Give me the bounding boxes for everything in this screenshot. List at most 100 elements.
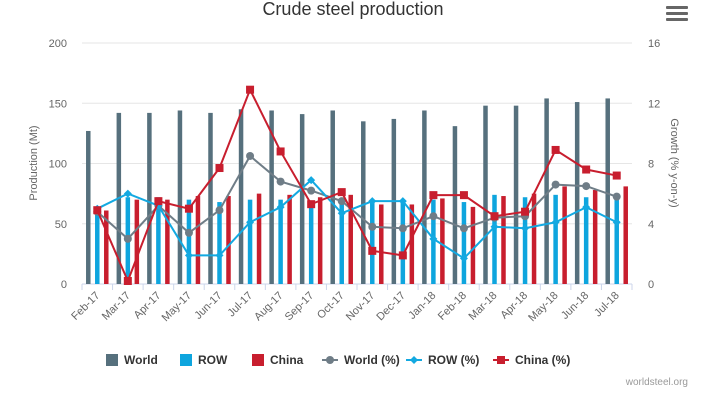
bar-row (339, 199, 344, 284)
legend-swatch (106, 354, 118, 366)
point-china (276, 147, 285, 156)
point-world (246, 151, 255, 160)
legend: World ROW China World (%) ROW (%) China (%) (106, 353, 570, 367)
legend-swatch (252, 354, 264, 366)
point-row (184, 251, 193, 260)
legend-swatch (180, 354, 192, 366)
legend-item[interactable]: China (%) (493, 353, 570, 367)
bar-china (531, 193, 537, 284)
bar-row (400, 199, 406, 284)
bar-china (195, 196, 201, 284)
bar-world (299, 114, 305, 284)
point-china (582, 165, 591, 174)
bar-world (361, 121, 366, 284)
y2-tick-label: 8 (648, 159, 654, 171)
left-axis-title: Production (Mt) (28, 125, 40, 200)
bar-china (134, 199, 140, 284)
legend-marker (326, 356, 334, 364)
point-world (215, 206, 224, 215)
x-tick-label: May-18 (526, 290, 560, 324)
point-row (521, 224, 530, 233)
point-china (154, 197, 163, 206)
x-tick-label: Dec-17 (374, 290, 408, 324)
legend-item[interactable]: ROW (%) (406, 353, 479, 367)
legend-marker (497, 356, 505, 364)
bar-row (156, 197, 161, 284)
x-tick-label: May-17 (160, 290, 194, 324)
point-row (337, 209, 346, 218)
bar-row (308, 202, 314, 284)
point-row (276, 203, 285, 212)
point-row (551, 218, 560, 227)
bar-series (86, 98, 628, 285)
legend-label: World (%) (344, 353, 400, 367)
legend-item[interactable]: World (106, 353, 158, 367)
point-world (123, 234, 132, 243)
credit-text[interactable]: worldsteel.org (625, 377, 688, 388)
line-series (93, 85, 621, 285)
point-world (551, 180, 560, 189)
x-tick-label: Sep-17 (283, 290, 317, 324)
x-tick-label: Jul-18 (592, 290, 622, 320)
x-tick-label: Nov-17 (344, 290, 378, 324)
point-world (612, 192, 621, 201)
point-china (307, 200, 316, 209)
point-row (215, 251, 224, 260)
x-tick-label: Oct-17 (315, 290, 347, 322)
bar-china (623, 186, 628, 284)
y-tick-label: 100 (49, 159, 67, 171)
bar-row (553, 194, 558, 284)
point-china (551, 145, 560, 154)
y2-tick-label: 4 (648, 219, 654, 231)
point-row (612, 218, 621, 227)
point-china (459, 191, 468, 200)
y2-tick-label: 0 (648, 279, 654, 291)
legend-item[interactable]: World (%) (322, 353, 400, 367)
point-china (337, 188, 346, 197)
legend-item[interactable]: China (252, 353, 304, 367)
bar-world (86, 130, 91, 284)
x-tick-label: Feb-17 (69, 290, 102, 323)
right-axis-title: Growth (% y-on-y) (668, 118, 680, 207)
legend-label: China (%) (515, 353, 570, 367)
bar-row (492, 194, 497, 284)
bar-china (562, 186, 567, 284)
bar-world (513, 105, 519, 284)
bar-world (238, 109, 244, 285)
bar-china (592, 190, 598, 284)
point-china (429, 191, 438, 200)
line-china (96, 87, 617, 284)
bar-row (583, 197, 589, 284)
point-china (368, 246, 377, 255)
legend-label: ROW (198, 353, 228, 367)
point-world (398, 224, 407, 233)
point-world (276, 177, 285, 186)
bar-china (348, 194, 353, 284)
x-tick-label: Jun-18 (559, 290, 591, 322)
point-world (307, 186, 316, 195)
point-china (93, 206, 102, 215)
point-china (490, 212, 499, 221)
bar-china (409, 204, 415, 284)
x-tick-label: Apr-18 (498, 290, 530, 322)
bar-world (177, 110, 183, 284)
bar-china (287, 194, 292, 284)
point-china (398, 251, 407, 260)
bar-row (217, 202, 222, 284)
chart-title: Crude steel production (262, 0, 443, 19)
bar-world (147, 112, 152, 284)
x-tick-label: Jun-17 (192, 290, 224, 322)
legend-item[interactable]: ROW (180, 353, 228, 367)
hamburger-menu-icon[interactable] (666, 4, 688, 22)
bar-world (544, 98, 549, 285)
bar-row (95, 208, 100, 284)
point-world (459, 224, 468, 233)
point-row (368, 197, 377, 206)
y-tick-label: 50 (55, 219, 67, 231)
y2-tick-label: 16 (648, 38, 660, 50)
bar-china (379, 204, 384, 284)
left-axis-ticks: 0 50 100 150 200 (49, 38, 67, 291)
bar-china (165, 199, 170, 284)
